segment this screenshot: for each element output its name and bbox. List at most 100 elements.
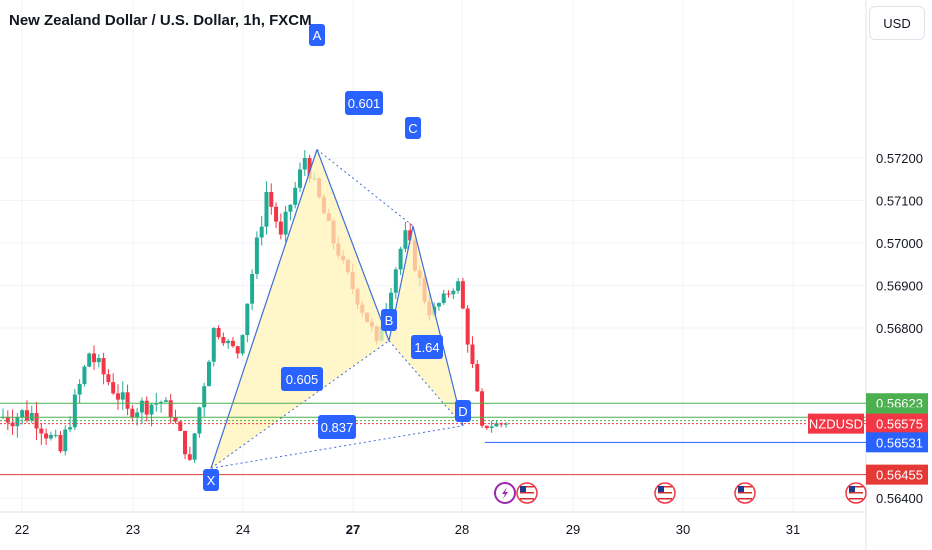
candle[interactable] xyxy=(202,382,207,417)
candle[interactable] xyxy=(211,326,216,367)
candle[interactable] xyxy=(250,269,255,311)
candle[interactable] xyxy=(264,181,269,235)
candle[interactable] xyxy=(63,425,68,456)
candle[interactable] xyxy=(173,409,178,424)
candle[interactable] xyxy=(163,397,168,403)
candle[interactable] xyxy=(465,305,470,353)
candle[interactable] xyxy=(48,431,53,441)
candle[interactable] xyxy=(183,430,188,460)
candle[interactable] xyxy=(39,423,44,445)
candle[interactable] xyxy=(206,359,211,387)
candle[interactable] xyxy=(226,338,231,349)
candle[interactable] xyxy=(254,231,259,279)
ratio-label-bg[interactable] xyxy=(345,91,383,115)
candle[interactable] xyxy=(216,325,221,340)
y-tick-label: 0.56800 xyxy=(876,321,923,336)
candle[interactable] xyxy=(269,183,274,215)
point-label-a: A xyxy=(313,28,322,43)
us-flag-icon[interactable] xyxy=(845,482,867,504)
ratio-label-bg[interactable] xyxy=(281,367,323,391)
candle[interactable] xyxy=(456,278,461,294)
candle[interactable] xyxy=(436,302,441,311)
candle[interactable] xyxy=(10,409,15,435)
candle[interactable] xyxy=(278,213,283,240)
candle[interactable] xyxy=(274,202,279,228)
candle[interactable] xyxy=(470,336,475,369)
lightning-icon[interactable] xyxy=(494,482,516,504)
candle[interactable] xyxy=(245,303,250,343)
point-label-b-bg[interactable] xyxy=(381,309,397,331)
point-label-c-bg[interactable] xyxy=(405,117,421,139)
point-label-x-bg[interactable] xyxy=(203,469,219,491)
candle[interactable] xyxy=(288,204,293,221)
point-label-c: C xyxy=(408,121,417,136)
candle[interactable] xyxy=(82,365,87,387)
pattern-dotted-bd xyxy=(388,340,464,427)
candle[interactable] xyxy=(77,379,82,404)
candle[interactable] xyxy=(240,334,245,356)
candle[interactable] xyxy=(178,420,183,432)
candle[interactable] xyxy=(221,332,226,346)
ratio-label-bg[interactable] xyxy=(411,335,443,359)
symbol-tag: NZDUSD xyxy=(809,417,863,432)
point-label-a-bg[interactable] xyxy=(309,24,325,46)
candle[interactable] xyxy=(68,416,73,433)
currency-button[interactable]: USD xyxy=(869,6,925,40)
candle[interactable] xyxy=(159,400,164,413)
candle[interactable] xyxy=(58,431,63,454)
candle[interactable] xyxy=(111,373,116,395)
candle[interactable] xyxy=(259,215,264,246)
candle[interactable] xyxy=(149,403,154,427)
candle[interactable] xyxy=(154,392,159,412)
candle[interactable] xyxy=(230,337,235,348)
candle[interactable] xyxy=(302,150,307,176)
candle[interactable] xyxy=(460,277,465,310)
point-label-d-bg[interactable] xyxy=(455,400,471,422)
candle[interactable] xyxy=(484,425,489,431)
candle[interactable] xyxy=(393,267,398,300)
candle[interactable] xyxy=(106,369,111,386)
candle[interactable] xyxy=(53,429,58,438)
candle[interactable] xyxy=(101,352,106,385)
candle[interactable] xyxy=(475,360,480,393)
plot-area[interactable] xyxy=(0,0,866,512)
candle[interactable] xyxy=(451,288,456,300)
candle[interactable] xyxy=(480,388,485,428)
x-tick-label: 22 xyxy=(15,522,29,537)
ratio-label-bg[interactable] xyxy=(318,415,356,439)
candle[interactable] xyxy=(403,221,408,253)
us-flag-icon[interactable] xyxy=(654,482,676,504)
candle[interactable] xyxy=(29,405,34,423)
candle[interactable] xyxy=(120,381,125,410)
candle[interactable] xyxy=(96,354,101,368)
candle[interactable] xyxy=(389,287,394,313)
us-flag-icon[interactable] xyxy=(734,482,756,504)
ratio-label: 1.64 xyxy=(414,340,439,355)
candle[interactable] xyxy=(235,345,240,359)
ratio-label: 0.837 xyxy=(321,420,354,435)
candle[interactable] xyxy=(72,388,77,431)
candle[interactable] xyxy=(168,393,173,424)
candle[interactable] xyxy=(187,446,192,462)
candle[interactable] xyxy=(446,290,451,298)
candle[interactable] xyxy=(135,407,140,426)
candle[interactable] xyxy=(293,181,298,209)
us-flag-icon[interactable] xyxy=(516,482,538,504)
candle[interactable] xyxy=(130,404,135,422)
candle[interactable] xyxy=(87,352,92,368)
candle[interactable] xyxy=(92,345,97,370)
candle[interactable] xyxy=(125,384,130,416)
candle[interactable] xyxy=(441,289,446,306)
candle[interactable] xyxy=(398,246,403,276)
candle[interactable] xyxy=(44,428,49,446)
candle[interactable] xyxy=(139,397,144,424)
candle[interactable] xyxy=(489,420,494,433)
candle[interactable] xyxy=(24,400,29,423)
candle[interactable] xyxy=(298,162,303,193)
candle[interactable] xyxy=(283,206,288,242)
candle[interactable] xyxy=(5,410,10,431)
candle[interactable] xyxy=(197,406,202,438)
candle[interactable] xyxy=(115,384,120,410)
candle[interactable] xyxy=(192,432,197,464)
